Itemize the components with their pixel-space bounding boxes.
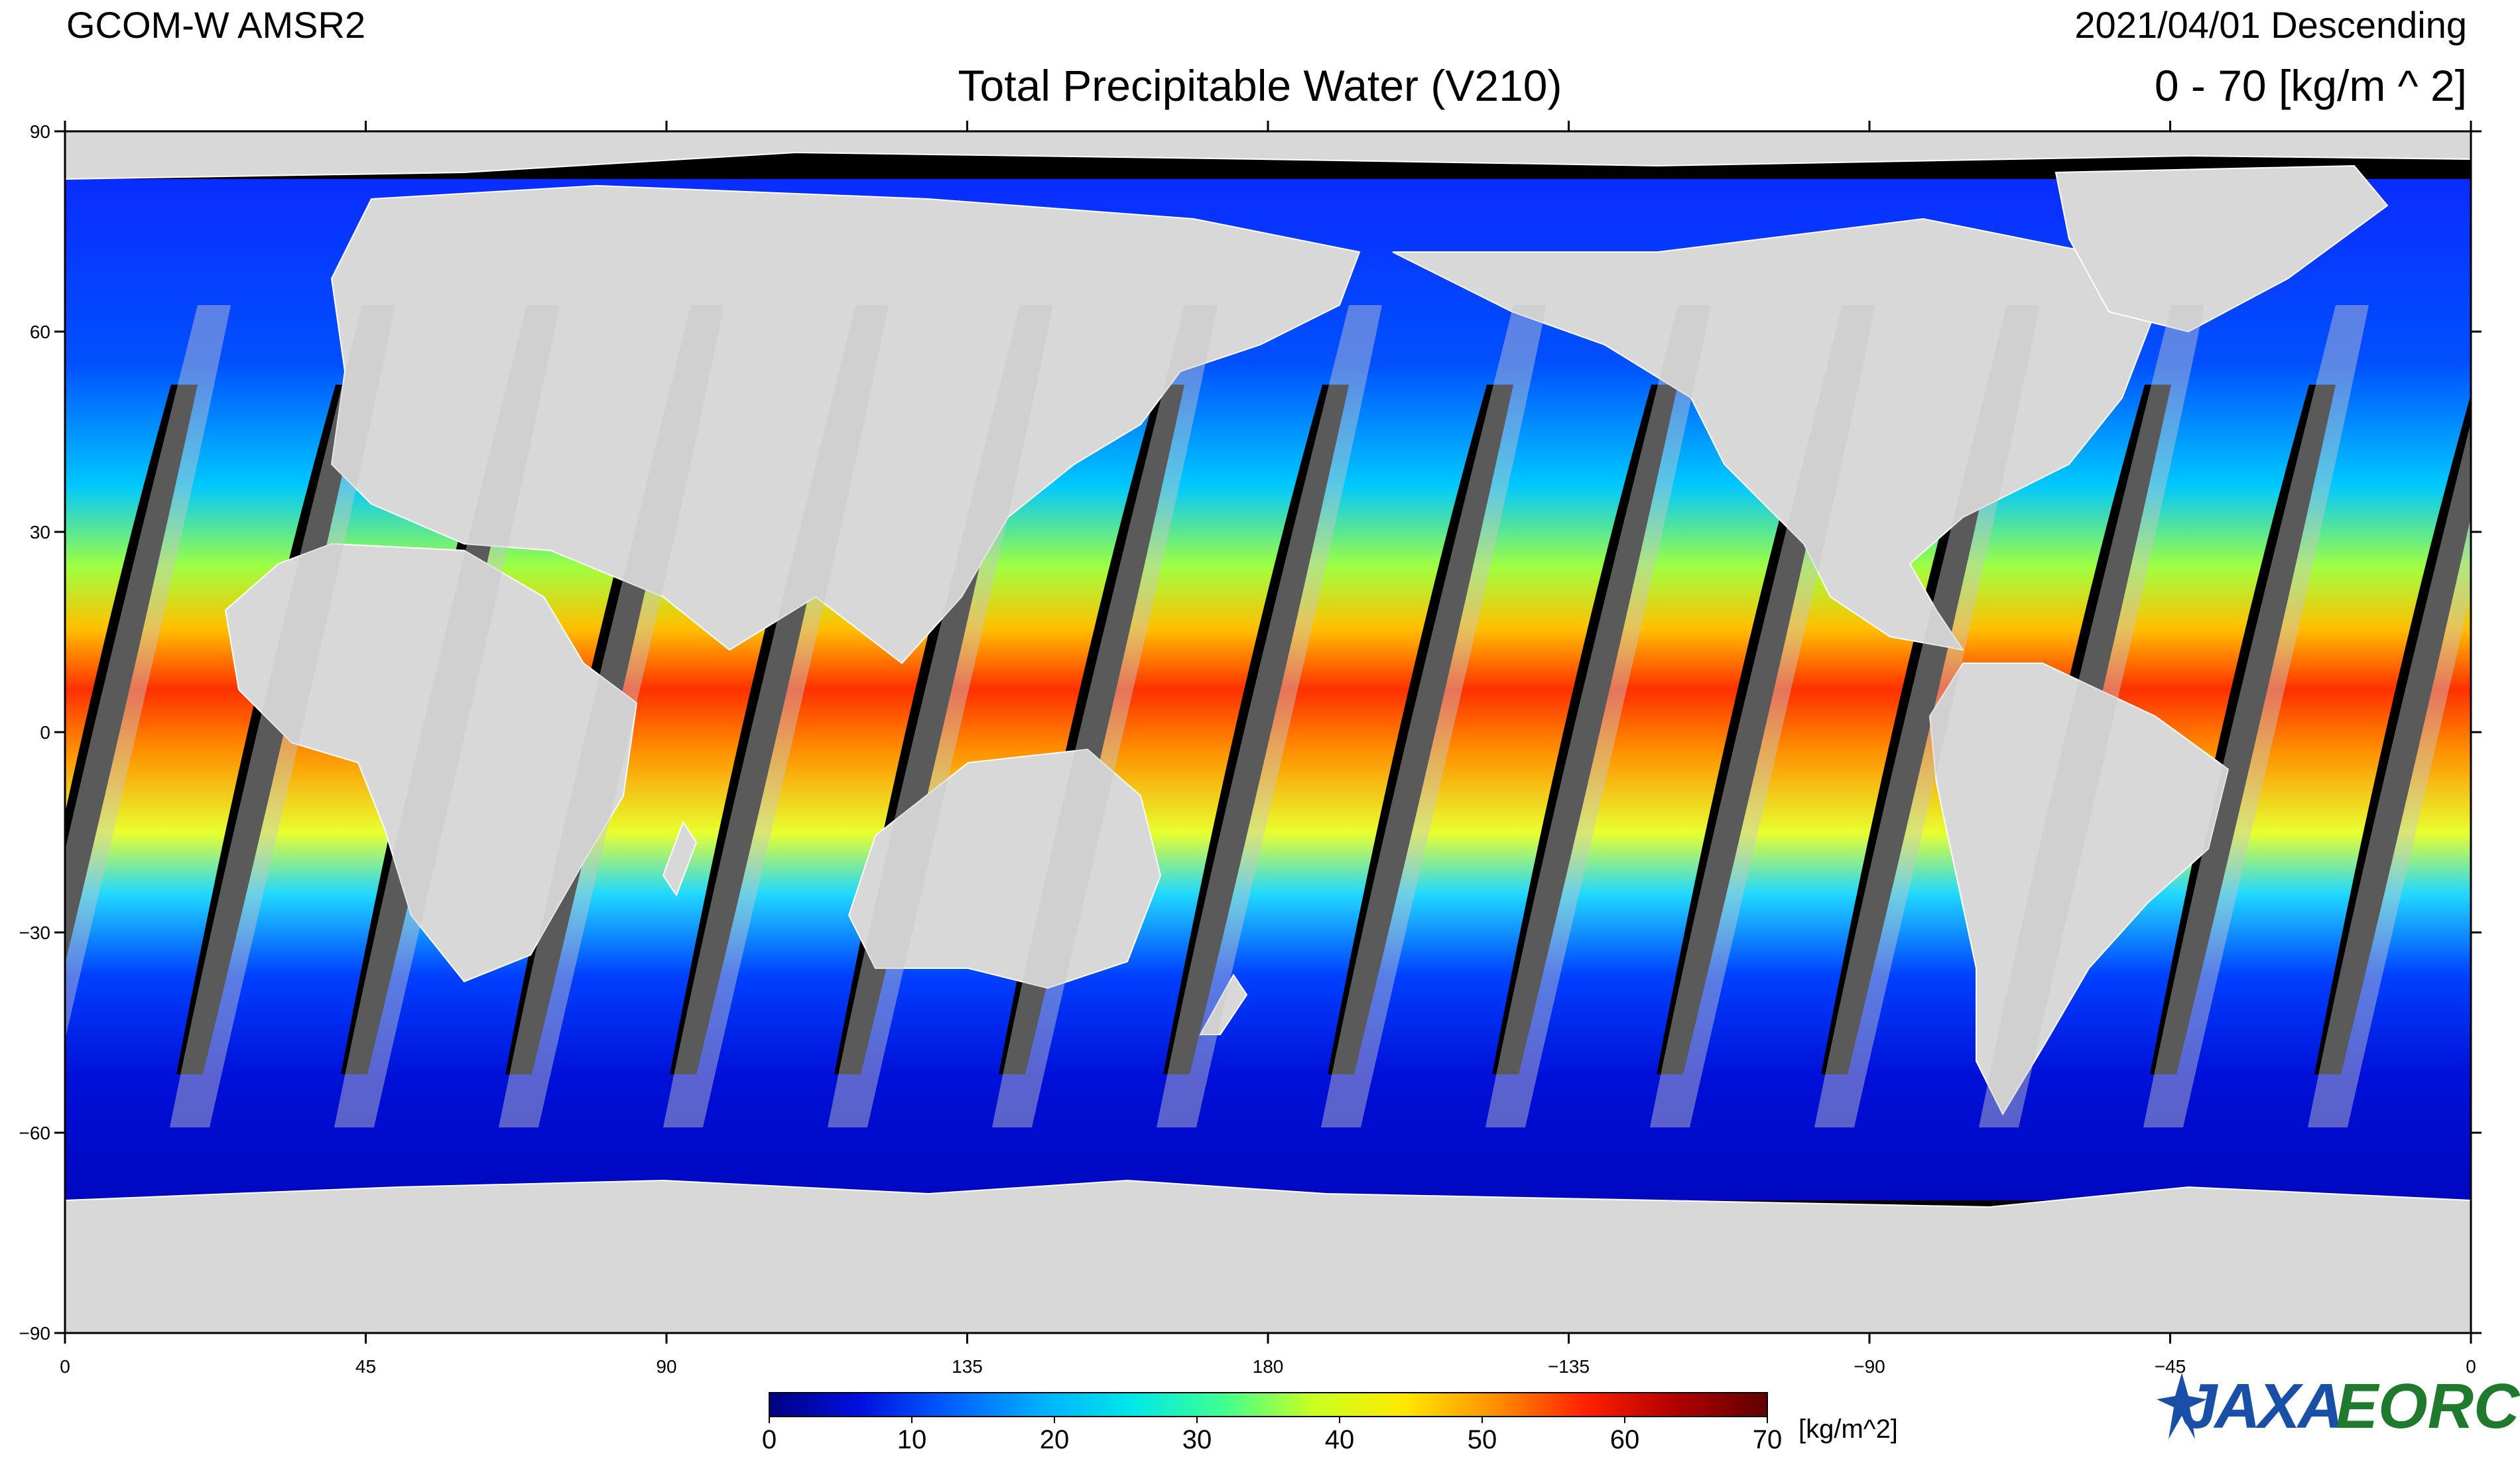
swath-gap (65, 385, 198, 965)
y-tick-label: 30 (30, 522, 50, 542)
colorbar-tick-label: 60 (1610, 1425, 1640, 1454)
satellite-label: GCOM-W AMSR2 (66, 4, 366, 46)
x-tick-label: 0 (60, 1356, 70, 1377)
land-eurasia (330, 184, 1361, 665)
y-tick-label: 60 (30, 322, 50, 342)
land-swath-band (1979, 305, 2204, 1127)
colorbar-unit: [kg/m^2] (1798, 1415, 1898, 1444)
x-tick-label: 45 (355, 1356, 376, 1377)
colorbar-tick-label: 40 (1325, 1425, 1355, 1454)
land-new-zealand (1199, 974, 1248, 1035)
colorbar-tick-label: 10 (897, 1425, 927, 1454)
swath-gap (1163, 385, 1349, 1074)
colorbar-tick-label: 30 (1182, 1425, 1212, 1454)
land-antarctica (65, 1179, 2471, 1333)
jaxa-eorc-logo: JAXA EORC (2155, 1366, 2519, 1446)
swath-gap (1328, 385, 1513, 1074)
land-masses (65, 131, 2471, 1333)
x-tick-label: 0 (2466, 1356, 2476, 1377)
land-swath-band (1321, 305, 1546, 1127)
jaxa-star-icon (2157, 1373, 2207, 1439)
value-range-label: 0 - 70 [kg/m ^ 2] (2154, 61, 2467, 110)
land-swath-band (499, 305, 724, 1127)
land-swath-band (65, 305, 231, 1041)
colorbar-tick-label: 0 (762, 1425, 777, 1454)
x-tick-label: 180 (1253, 1356, 1284, 1377)
land-swath-band (828, 305, 1053, 1127)
swath-gap (2150, 385, 2336, 1074)
y-tick-label: −60 (19, 1123, 51, 1143)
x-tick-label: 135 (952, 1356, 983, 1377)
y-tick-label: −30 (19, 922, 51, 943)
land-australia (848, 748, 1162, 989)
land-swath-band (2143, 305, 2369, 1127)
colorbar-tick-label: 20 (1040, 1425, 1070, 1454)
y-tick-label: 0 (40, 722, 50, 743)
land-swath-band (2308, 422, 2471, 1127)
swath-gap (1492, 385, 1678, 1074)
x-tick-label: −135 (1548, 1356, 1590, 1377)
swath-gap (2314, 394, 2471, 1074)
colorbar-ticks: 0 10 20 30 40 50 60 70 (762, 1417, 1782, 1454)
date-pass-label: 2021/04/01 Descending (2074, 4, 2467, 46)
land-africa (224, 542, 638, 983)
swath-gap (1821, 385, 2007, 1074)
land-swath-band (1650, 305, 1875, 1127)
land-swath-band (1485, 305, 1711, 1127)
y-axis: 90 60 30 0 −30 −60 −90 (19, 121, 2482, 1344)
land-swath-shading (65, 305, 2471, 1127)
land-swath-band (992, 305, 1218, 1127)
colorbar-bar (769, 1392, 1768, 1417)
land-swath-band (1157, 305, 1382, 1127)
land-madagascar (662, 820, 698, 897)
y-tick-label: −90 (19, 1323, 51, 1344)
y-tick-label: 90 (30, 121, 50, 142)
colorbar-tick-label: 70 (1753, 1425, 1783, 1454)
logo-jaxa-text: JAXA (2182, 1371, 2344, 1442)
map-title: Total Precipitable Water (V210) (958, 61, 1562, 110)
land-swath-band (1814, 305, 2040, 1127)
x-axis: 0 45 90 135 180 −135 −90 −45 0 (60, 121, 2476, 1377)
x-tick-label: −90 (1854, 1356, 1885, 1377)
colorbar-tick-label: 50 (1468, 1425, 1497, 1454)
x-tick-label: −45 (2155, 1356, 2186, 1377)
land-arctic (65, 131, 2471, 180)
x-tick-label: 90 (656, 1356, 676, 1377)
land-south-america (1928, 663, 2230, 1116)
land-swath-band (170, 305, 395, 1127)
swath-gap (1657, 385, 1842, 1074)
land-greenland (2054, 164, 2389, 333)
land-swath-band (663, 305, 889, 1127)
logo-eorc-text: EORC (2336, 1371, 2520, 1442)
land-swath-band (334, 305, 560, 1127)
